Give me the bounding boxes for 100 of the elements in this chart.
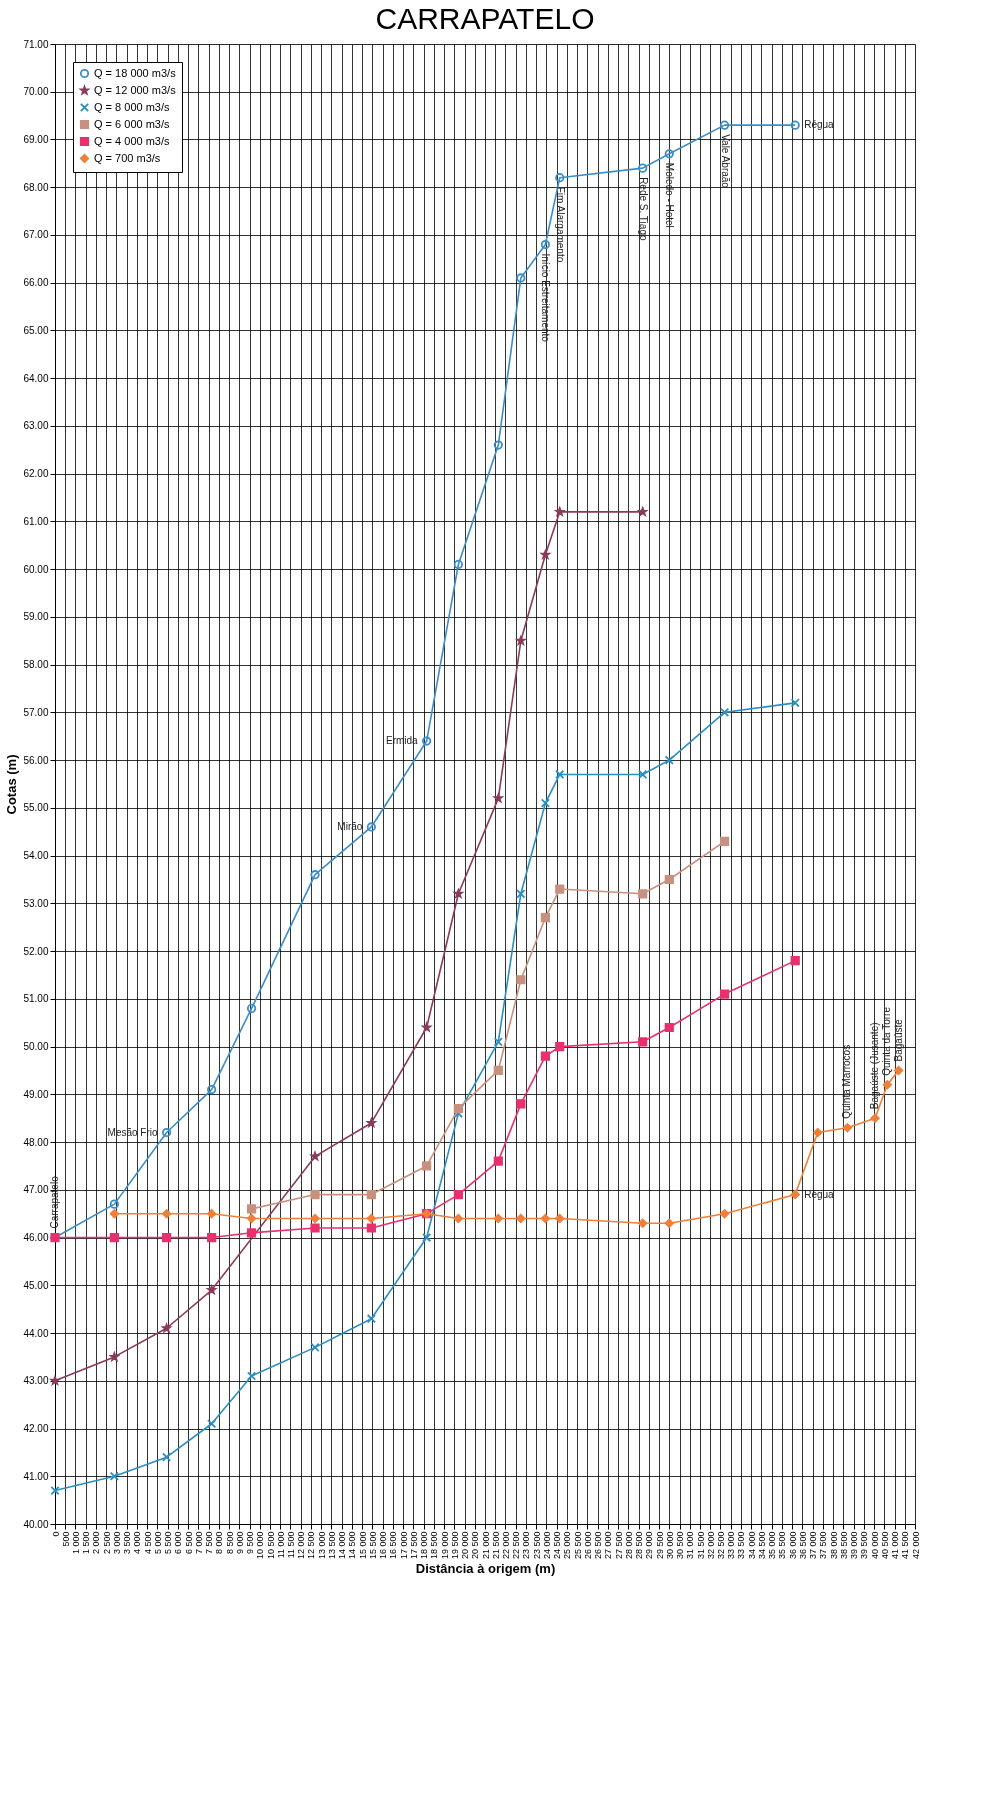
x-tick-label: 17 500 bbox=[408, 1531, 419, 1560]
annotation: Rede S. Tiago bbox=[637, 177, 649, 241]
y-tick-label: 69.00 bbox=[23, 133, 49, 145]
x-tick-label: 16 500 bbox=[388, 1531, 399, 1560]
x-tick-label: 10 500 bbox=[265, 1531, 276, 1560]
y-tick-label: 48.00 bbox=[23, 1136, 49, 1148]
y-tick-label: 55.00 bbox=[23, 802, 49, 814]
y-tick-label: 45.00 bbox=[23, 1279, 49, 1291]
x-tick-label: 35 500 bbox=[777, 1531, 788, 1560]
x-tick-label: 25 000 bbox=[562, 1531, 573, 1560]
x-tick-label: 36 000 bbox=[787, 1531, 798, 1560]
x-tick-label: 8 000 bbox=[214, 1531, 225, 1555]
x-tick-label: 19 500 bbox=[449, 1531, 460, 1560]
annotation: Moledo - Hotel bbox=[664, 162, 676, 228]
x-tick-label: 40 500 bbox=[879, 1531, 890, 1560]
x-tick-label: 34 500 bbox=[756, 1531, 767, 1560]
x-tick-label: 3 500 bbox=[122, 1531, 133, 1555]
x-tick-label: 32 000 bbox=[705, 1531, 716, 1560]
x-tick-label: 18 500 bbox=[429, 1531, 440, 1560]
y-tick-label: 68.00 bbox=[23, 181, 49, 193]
y-tick-label: 50.00 bbox=[23, 1041, 49, 1053]
legend-label: Q = 18 000 m3/s bbox=[94, 66, 177, 79]
y-tick-label: 63.00 bbox=[23, 420, 49, 432]
x-tick-label: 33 500 bbox=[736, 1531, 747, 1560]
chart-title: CARRAPATELO bbox=[375, 2, 595, 35]
x-tick-label: 8 500 bbox=[224, 1531, 235, 1555]
x-tick-label: 1 000 bbox=[70, 1531, 81, 1555]
x-tick-label: 2 000 bbox=[91, 1531, 102, 1555]
x-tick-label: 23 500 bbox=[531, 1531, 542, 1560]
x-tick-label: 21 000 bbox=[480, 1531, 491, 1560]
y-tick-label: 64.00 bbox=[23, 372, 49, 384]
x-tick-label: 40 000 bbox=[869, 1531, 880, 1560]
x-tick-label: 2 500 bbox=[101, 1531, 112, 1555]
x-tick-label: 6 500 bbox=[183, 1531, 194, 1555]
y-tick-label: 66.00 bbox=[23, 277, 49, 289]
y-tick-label: 53.00 bbox=[23, 897, 49, 909]
x-tick-label: 30 000 bbox=[664, 1531, 675, 1560]
x-tick-label: 10 000 bbox=[255, 1531, 266, 1560]
x-tick-label: 24 500 bbox=[552, 1531, 563, 1560]
x-tick-label: 20 000 bbox=[460, 1531, 471, 1560]
annotation: Quinta Marrocos bbox=[841, 1044, 853, 1119]
y-tick-label: 51.00 bbox=[23, 993, 49, 1005]
x-tick-label: 500 bbox=[60, 1531, 71, 1547]
x-tick-label: 26 500 bbox=[593, 1531, 604, 1560]
y-tick-label: 59.00 bbox=[23, 611, 49, 623]
x-tick-label: 41 500 bbox=[900, 1531, 911, 1560]
y-tick-label: 52.00 bbox=[23, 945, 49, 957]
legend-label: Q = 12 000 m3/s bbox=[94, 83, 177, 96]
x-tick-label: 39 000 bbox=[849, 1531, 860, 1560]
y-tick-label: 62.00 bbox=[23, 468, 49, 480]
x-tick-label: 5 500 bbox=[163, 1531, 174, 1555]
x-tick-label: 25 500 bbox=[572, 1531, 583, 1560]
x-tick-label: 30 500 bbox=[675, 1531, 686, 1560]
x-tick-label: 15 500 bbox=[367, 1531, 378, 1560]
x-tick-label: 4 000 bbox=[132, 1531, 143, 1555]
y-tick-label: 44.00 bbox=[23, 1327, 49, 1339]
x-tick-label: 37 000 bbox=[808, 1531, 819, 1560]
legend-label: Q = 8 000 m3/s bbox=[94, 100, 171, 113]
legend-label: Q = 6 000 m3/s bbox=[94, 117, 171, 130]
y-tick-label: 60.00 bbox=[23, 563, 49, 575]
y-tick-label: 58.00 bbox=[23, 659, 49, 671]
x-tick-label: 41 000 bbox=[890, 1531, 901, 1560]
y-tick-label: 54.00 bbox=[23, 850, 49, 862]
x-tick-label: 11 000 bbox=[275, 1531, 286, 1559]
x-tick-label: 7 000 bbox=[193, 1531, 204, 1555]
x-tick-label: 38 000 bbox=[828, 1531, 839, 1560]
x-tick-label: 34 000 bbox=[746, 1531, 757, 1560]
x-tick-label: 0 bbox=[50, 1531, 61, 1537]
x-tick-label: 15 000 bbox=[357, 1531, 368, 1560]
x-axis-title: Distância à origem (m) bbox=[415, 1561, 556, 1577]
x-tick-label: 3 000 bbox=[111, 1531, 122, 1555]
x-tick-label: 13 500 bbox=[326, 1531, 337, 1560]
x-tick-label: 12 500 bbox=[306, 1531, 317, 1560]
x-tick-label: 6 000 bbox=[173, 1531, 184, 1555]
x-tick-label: 9 500 bbox=[245, 1531, 256, 1555]
annotation: Início Estreitamento bbox=[540, 253, 552, 343]
x-tick-label: 42 000 bbox=[910, 1531, 921, 1560]
x-tick-label: 28 000 bbox=[623, 1531, 634, 1560]
x-tick-label: 22 500 bbox=[511, 1531, 522, 1560]
x-tick-label: 35 000 bbox=[767, 1531, 778, 1560]
y-tick-label: 41.00 bbox=[23, 1470, 49, 1482]
x-tick-label: 33 000 bbox=[726, 1531, 737, 1560]
y-tick-label: 40.00 bbox=[23, 1518, 49, 1530]
annotation: Vale Abraão bbox=[719, 134, 731, 189]
annotation: Carrapatelo bbox=[49, 1175, 60, 1229]
annotation: Quinta da Torre bbox=[881, 1006, 893, 1076]
x-tick-label: 24 000 bbox=[541, 1531, 552, 1560]
annotation: Fim Alargamento bbox=[554, 186, 566, 263]
x-tick-label: 29 000 bbox=[644, 1531, 655, 1560]
x-tick-label: 12 000 bbox=[296, 1531, 307, 1560]
x-tick-label: 21 500 bbox=[490, 1531, 501, 1560]
annotation: Bagaúste (Jusante) bbox=[869, 1022, 881, 1110]
x-tick-label: 23 000 bbox=[521, 1531, 532, 1560]
x-tick-label: 4 500 bbox=[142, 1531, 153, 1555]
x-tick-label: 36 500 bbox=[797, 1531, 808, 1560]
x-tick-label: 39 500 bbox=[859, 1531, 870, 1560]
x-tick-label: 7 500 bbox=[204, 1531, 215, 1555]
x-tick-label: 13 000 bbox=[316, 1531, 327, 1560]
y-axis-title: Cotas (m) bbox=[4, 754, 20, 815]
y-tick-label: 65.00 bbox=[23, 324, 49, 336]
